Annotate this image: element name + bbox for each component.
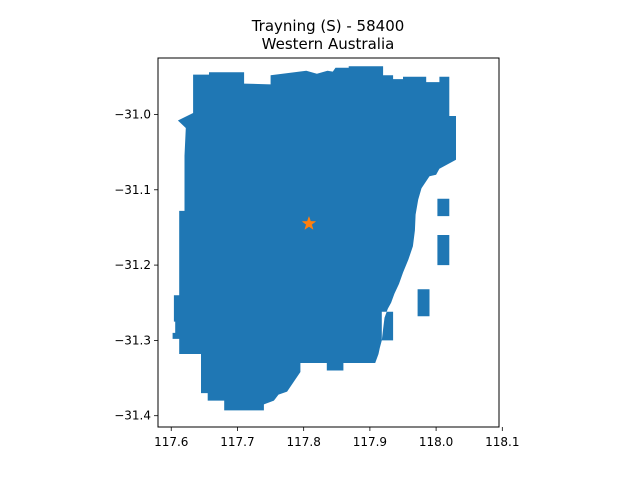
centroid-star-marker (301, 215, 317, 230)
y-tick-label: −31.4 (114, 409, 151, 423)
plot-area: 117.6 117.7 117.8 117.9 118.0 118.1 −31.0−31.… (114, 57, 519, 449)
x-tick-label: 118.0 (419, 435, 453, 449)
region-layer (172, 66, 456, 411)
y-tick-label: −31.1 (114, 183, 151, 197)
map-title-line1: Trayning (S) - 58400 (251, 17, 405, 35)
x-tick-label: 117.6 (154, 435, 188, 449)
y-tick-label: −31.2 (114, 258, 151, 272)
marker-layer (301, 215, 317, 230)
y-tick-label: −31.0 (114, 107, 151, 121)
axes-frame (157, 57, 500, 428)
x-tick-label: 117.8 (286, 435, 320, 449)
map-title-line2: Western Australia (262, 35, 395, 53)
shire-region-polygon (172, 66, 456, 411)
x-tick-label: 118.1 (485, 435, 519, 449)
x-tick-label: 117.7 (220, 435, 254, 449)
x-tick-label: 117.9 (353, 435, 387, 449)
x-axis: 117.6 117.7 117.8 117.9 118.0 118.1 (154, 427, 519, 449)
y-tick-label: −31.3 (114, 333, 151, 347)
y-axis: −31.0 −31.1 −31.2 −31.3 −31.4 (114, 107, 158, 423)
